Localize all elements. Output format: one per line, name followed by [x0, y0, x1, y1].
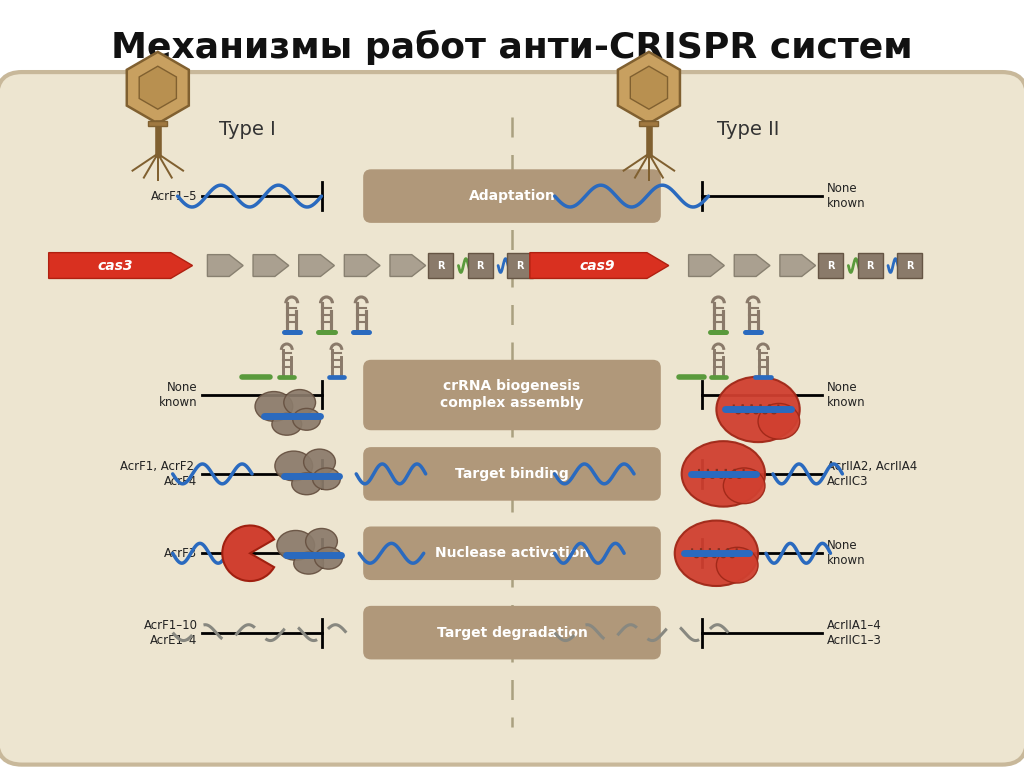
Text: None
known: None known — [826, 182, 865, 210]
Polygon shape — [631, 66, 668, 109]
Ellipse shape — [758, 403, 800, 439]
Ellipse shape — [284, 390, 315, 416]
Ellipse shape — [682, 441, 765, 507]
Text: R: R — [906, 261, 913, 271]
Text: AcrF1–5: AcrF1–5 — [151, 189, 198, 202]
Text: R: R — [826, 261, 835, 271]
Text: None
known: None known — [159, 380, 198, 409]
Text: None
known: None known — [826, 539, 865, 568]
FancyBboxPatch shape — [0, 72, 1024, 765]
Text: Target binding: Target binding — [455, 467, 569, 481]
FancyBboxPatch shape — [364, 170, 660, 223]
Ellipse shape — [312, 468, 340, 490]
Polygon shape — [617, 52, 680, 123]
FancyBboxPatch shape — [364, 606, 660, 660]
Text: R: R — [437, 261, 444, 271]
Text: Механизмы работ анти-CRISPR систем: Механизмы работ анти-CRISPR систем — [112, 30, 912, 65]
FancyArrow shape — [734, 255, 770, 276]
Text: None
known: None known — [826, 380, 865, 409]
FancyArrow shape — [780, 255, 815, 276]
Text: crRNA biogenesis
complex assembly: crRNA biogenesis complex assembly — [440, 379, 584, 410]
Text: Type II: Type II — [717, 120, 779, 139]
Ellipse shape — [274, 451, 312, 481]
Wedge shape — [222, 525, 274, 581]
Text: AcrF1, AcrF2,
AcrF4: AcrF1, AcrF2, AcrF4 — [120, 460, 198, 488]
Ellipse shape — [276, 531, 314, 560]
Ellipse shape — [675, 521, 758, 586]
Text: AcrIIA1–4
AcrIIC1–3: AcrIIA1–4 AcrIIC1–3 — [826, 619, 882, 647]
FancyArrow shape — [299, 255, 335, 276]
Ellipse shape — [717, 548, 758, 583]
Ellipse shape — [272, 413, 302, 435]
Ellipse shape — [255, 391, 293, 421]
Ellipse shape — [294, 552, 324, 574]
FancyArrow shape — [253, 255, 289, 276]
FancyArrow shape — [390, 255, 426, 276]
FancyArrow shape — [688, 255, 724, 276]
Ellipse shape — [305, 528, 337, 555]
Text: Type I: Type I — [219, 120, 275, 139]
Polygon shape — [127, 52, 188, 123]
Bar — [148, 120, 167, 127]
Ellipse shape — [314, 548, 342, 569]
Ellipse shape — [292, 473, 322, 495]
Ellipse shape — [304, 449, 336, 475]
FancyArrow shape — [529, 252, 669, 278]
Text: R: R — [476, 261, 484, 271]
FancyBboxPatch shape — [364, 526, 660, 580]
Text: Adaptation: Adaptation — [469, 189, 555, 203]
Text: AcrIIA2, AcrIIA4
AcrIIC3: AcrIIA2, AcrIIA4 AcrIIC3 — [826, 460, 916, 488]
Text: R: R — [516, 261, 523, 271]
Text: cas9: cas9 — [580, 258, 615, 272]
Text: Nuclease activation: Nuclease activation — [435, 546, 589, 560]
Ellipse shape — [717, 377, 800, 442]
FancyArrow shape — [49, 252, 193, 278]
FancyArrow shape — [344, 255, 380, 276]
FancyArrow shape — [208, 255, 243, 276]
Bar — [640, 120, 658, 127]
FancyBboxPatch shape — [364, 447, 660, 501]
Text: Target degradation: Target degradation — [436, 626, 588, 640]
Text: R: R — [866, 261, 873, 271]
Ellipse shape — [293, 408, 321, 430]
Ellipse shape — [723, 468, 765, 504]
Text: AcrF1–10
AcrE1–4: AcrF1–10 AcrE1–4 — [143, 619, 198, 647]
Text: cas3: cas3 — [97, 258, 133, 272]
Polygon shape — [139, 66, 176, 109]
FancyBboxPatch shape — [364, 360, 660, 430]
Text: AcrF3: AcrF3 — [165, 547, 198, 560]
